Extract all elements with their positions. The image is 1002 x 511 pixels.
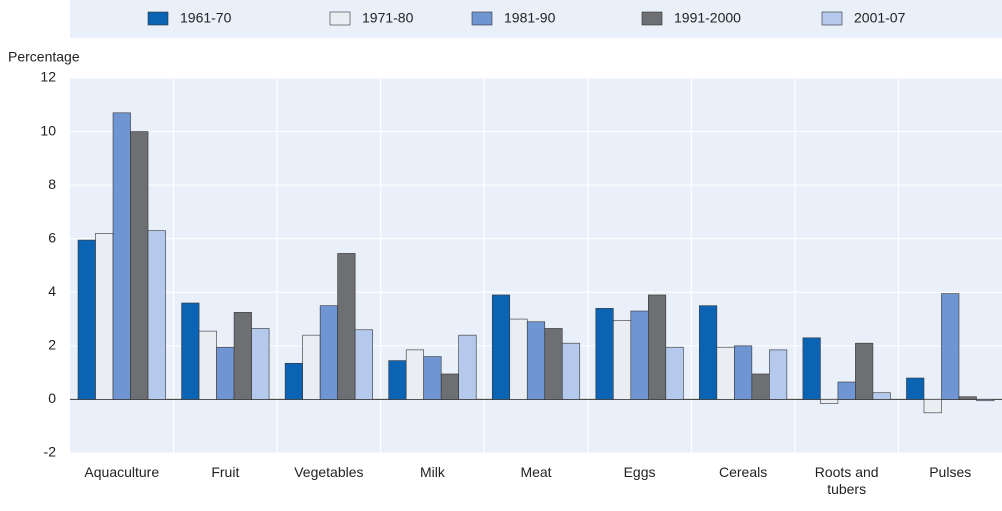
bar (716, 346, 735, 400)
legend-swatch (641, 11, 663, 26)
bar (458, 334, 477, 400)
bar (976, 399, 995, 402)
bar (337, 253, 356, 400)
bar (941, 293, 960, 400)
x-tick-label: Aquaculture (84, 464, 160, 480)
y-tick-label: 10 (40, 122, 56, 138)
x-tick-label: Vegetables (294, 464, 364, 480)
bar (405, 349, 424, 400)
bar (561, 342, 581, 400)
bar (544, 328, 563, 400)
bar (77, 239, 96, 400)
bar (509, 318, 528, 400)
bar (630, 310, 649, 400)
bar (147, 230, 166, 400)
bar (872, 392, 891, 400)
bar (95, 233, 114, 400)
y-tick-label: -2 (44, 444, 57, 460)
bar (423, 356, 442, 400)
legend-label: 1981-90 (504, 10, 556, 26)
bar (388, 360, 407, 400)
y-axis-label: Percentage (8, 49, 80, 65)
y-tick-label: 4 (48, 283, 56, 299)
bar (526, 321, 546, 400)
bar (648, 294, 667, 400)
bar (233, 312, 252, 400)
bar (837, 381, 856, 400)
legend-label: 1971-80 (362, 10, 414, 26)
bar (130, 131, 149, 400)
bar (906, 377, 925, 400)
y-tick-label: 8 (48, 176, 56, 192)
bar (802, 337, 821, 400)
x-tick-label: Cereals (718, 464, 768, 480)
x-tick-label: Eggs (623, 464, 656, 480)
bar (595, 308, 614, 400)
bar (181, 302, 200, 400)
bar (251, 328, 270, 400)
legend-swatch (329, 11, 351, 26)
bar (284, 362, 303, 400)
bar (440, 373, 459, 400)
legend-swatch (147, 11, 169, 26)
x-tick-label: Fruit (211, 464, 240, 480)
legend-swatch (821, 11, 843, 26)
x-tick-label: Milk (419, 464, 445, 480)
bar (319, 305, 338, 400)
legend-label: 1991-2000 (674, 10, 741, 26)
bar (613, 320, 632, 400)
x-tick-label: Pulses (929, 464, 972, 480)
bar (734, 345, 753, 400)
legend-label: 2001-07 (854, 10, 906, 26)
y-tick-label: 6 (48, 229, 56, 245)
bar (665, 346, 684, 400)
y-tick-label: 0 (48, 390, 56, 406)
bar (491, 294, 511, 400)
y-tick-label: 2 (48, 337, 56, 353)
legend-background (70, 0, 1002, 38)
bar (769, 349, 788, 400)
bar (923, 399, 942, 414)
y-tick-label: 12 (40, 69, 56, 85)
bar (855, 342, 874, 400)
bar (958, 396, 977, 400)
bar (354, 329, 373, 400)
x-tick-label: Meat (520, 464, 552, 480)
bar (112, 112, 131, 400)
legend-swatch (471, 11, 493, 26)
bar (820, 399, 839, 404)
bar (302, 334, 321, 400)
bar (216, 346, 235, 400)
bar (699, 305, 718, 400)
x-tick-label: Roots and tubers (814, 464, 879, 497)
legend-label: 1961-70 (180, 10, 232, 26)
bar (198, 330, 217, 400)
bar (751, 373, 770, 400)
